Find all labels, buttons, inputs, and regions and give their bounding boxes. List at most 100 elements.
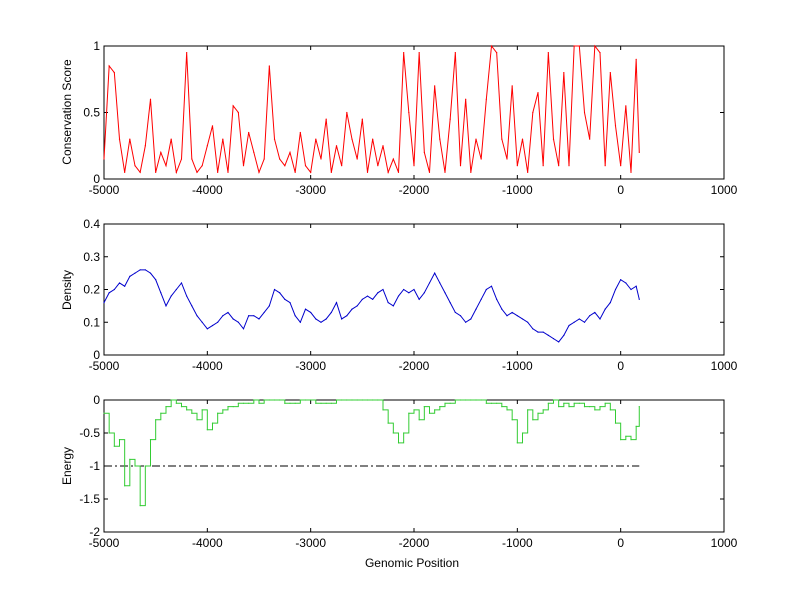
energy-data-point [470, 399, 472, 401]
energy-data-point [160, 412, 162, 414]
conservation-score-data-point [124, 171, 126, 173]
energy-data-point [248, 402, 250, 404]
energy-data-point [149, 439, 152, 441]
density-data-point [284, 298, 286, 300]
energy-data-point [620, 439, 622, 441]
density-data-point [470, 318, 472, 320]
conservation-score-data-point [175, 171, 177, 173]
energy-data-point [232, 406, 234, 408]
conservation-score-data-point [118, 138, 121, 140]
density-ytick-label: 0.4 [83, 217, 100, 231]
density-data-point [222, 315, 224, 317]
conservation-score-data-point [413, 165, 415, 167]
energy-data-point [434, 409, 436, 411]
energy-data-point [377, 399, 379, 401]
density-data-point [552, 338, 555, 340]
energy-data-point [258, 402, 260, 404]
energy-data-point [289, 402, 291, 404]
conservation-score-data-point [418, 52, 420, 54]
density-data-point [144, 269, 146, 271]
conservation-score-data-point [144, 145, 146, 147]
density-data-point [191, 305, 193, 307]
conservation-score-data-point [279, 158, 281, 160]
density-data-point [485, 288, 487, 291]
density-data-point [315, 318, 317, 320]
density-xtick-label: -1000 [502, 359, 533, 373]
conservation-score-data-point [563, 72, 565, 74]
energy-ylabel: Energy [60, 447, 74, 485]
energy-data-point [563, 402, 565, 404]
conservation-score-data-point [542, 165, 544, 167]
energy-data-point [638, 406, 640, 408]
density-ytick-label: 0.3 [83, 250, 100, 264]
energy-data-point [108, 432, 110, 434]
density-data-point [217, 321, 219, 323]
density-data-point [408, 292, 410, 294]
density-data-point [604, 308, 606, 310]
energy-data-point [242, 402, 245, 404]
conservation-score-data-point [423, 151, 425, 153]
conservation-score-data-point [638, 151, 640, 153]
energy-data-point [361, 399, 363, 401]
conservation-score-data-point [372, 138, 374, 140]
density-data-point [341, 318, 343, 320]
conservation-score-data-point [614, 125, 617, 127]
conservation-score-data-point [361, 118, 363, 120]
energy-data-point [124, 485, 126, 487]
energy-data-point [397, 442, 400, 444]
density-data-point [299, 321, 301, 323]
density-data-point [211, 324, 214, 327]
conservation-score-data-point [480, 158, 482, 160]
energy-ytick-label: -1.5 [79, 492, 100, 506]
density-data-point [506, 315, 508, 317]
energy-data-point [449, 402, 451, 404]
density-data-point [527, 321, 529, 323]
energy-xtick-label: 1000 [711, 536, 738, 550]
conservation-score-data-point [134, 165, 136, 167]
density-data-point [325, 318, 327, 320]
conservation-score-data-point [573, 45, 575, 47]
energy-data-point [139, 505, 141, 507]
energy-data-point [372, 399, 374, 401]
density-data-point [434, 272, 436, 274]
energy-data-point [418, 419, 420, 421]
density-data-point [289, 302, 291, 304]
energy-data-point [558, 406, 560, 408]
density-data-point [490, 285, 493, 287]
conservation-score-data-point [217, 171, 219, 173]
density-data-point [418, 298, 420, 300]
energy-data-point [279, 399, 281, 401]
conservation-score-xtick-label: -2000 [399, 183, 430, 197]
energy-data-point [428, 412, 431, 414]
energy-data-point [196, 419, 198, 421]
density-data-point [625, 282, 627, 284]
conservation-score-data-point [558, 165, 560, 167]
conservation-score-data-point [382, 145, 384, 147]
conservation-score-data-point [304, 165, 307, 167]
energy-data-point [113, 445, 115, 447]
density-data-point [320, 321, 322, 323]
density-data-point [160, 292, 162, 294]
conservation-score-xtick-label: -4000 [192, 183, 223, 197]
density-data-point [542, 331, 544, 333]
density-data-point [521, 318, 524, 320]
conservation-score-data-point [454, 52, 456, 54]
energy-data-point [382, 409, 384, 411]
energy-data-point [552, 399, 555, 401]
conservation-score-xtick-label: -5000 [89, 183, 120, 197]
density-data-point [273, 288, 276, 291]
energy-data-point [542, 409, 544, 411]
energy-ytick-label: 0 [93, 393, 100, 407]
density-data-point [583, 321, 586, 323]
density-data-point [620, 279, 622, 281]
density-data-point [263, 311, 265, 314]
conservation-score-data-point [496, 52, 498, 54]
conservation-score-data-point [594, 45, 596, 47]
conservation-score-data-point [232, 105, 234, 107]
conservation-score-data-point [527, 171, 529, 173]
energy-data-point [444, 402, 446, 404]
density-xtick-label: 0 [617, 359, 624, 373]
density-data-point [232, 318, 234, 320]
energy-data-point [594, 409, 596, 411]
